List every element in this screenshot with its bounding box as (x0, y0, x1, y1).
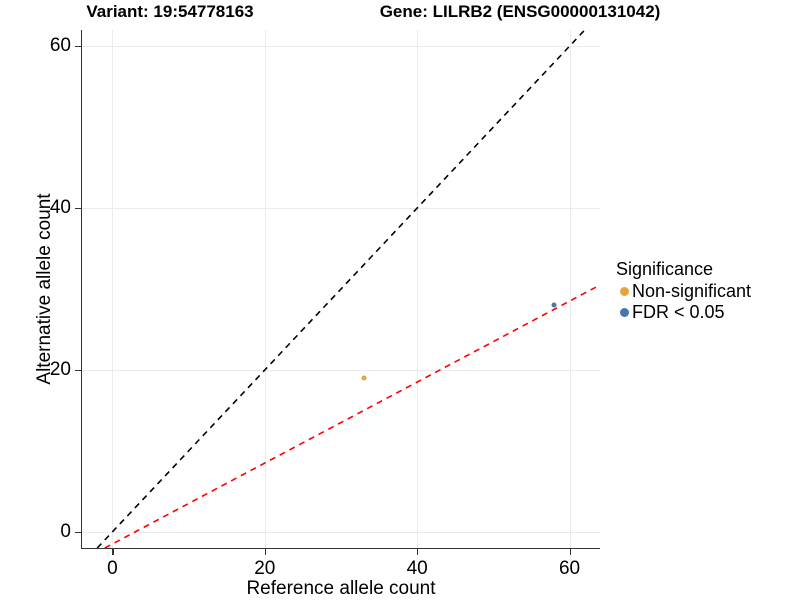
gridline-vertical (112, 30, 114, 548)
plot-panel (82, 29, 601, 549)
legend-title: Significance (616, 259, 714, 279)
legend-item-non-significant[interactable]: Non-significant (616, 281, 796, 302)
fitted-ratio-line (104, 284, 601, 549)
gridline-horizontal (82, 531, 600, 533)
gridline-horizontal (82, 46, 600, 48)
legend-item-label: Non-significant (632, 281, 752, 301)
y-tick-label: 60 (49, 35, 71, 57)
x-axis-label: Reference allele count (246, 578, 436, 599)
x-tick-label: 0 (107, 558, 118, 579)
gene-title: Gene: LILRB2 (ENSG00000131042) (379, 2, 661, 21)
x-tick-mark (569, 549, 571, 555)
y-tick-label: 0 (60, 520, 71, 542)
legend-dot-icon (616, 302, 632, 323)
y-tick-mark (75, 531, 81, 533)
gridline-horizontal (82, 369, 600, 371)
variant-title: Variant: 19:54778163 (86, 2, 254, 21)
gridline-vertical (569, 30, 571, 548)
gridline-vertical (417, 30, 419, 548)
plot-title-row: Variant: 19:54778163 Gene: LILRB2 (ENSG0… (0, 2, 660, 26)
data-point[interactable] (361, 375, 367, 381)
legend-dot-icon (616, 281, 632, 302)
identity-line (96, 29, 586, 549)
x-tick-mark (264, 549, 266, 555)
legend-items: Non-significant FDR < 0.05 (616, 281, 796, 323)
y-tick-label: 20 (49, 358, 71, 380)
x-tick-mark (112, 549, 114, 555)
legend-item-label: FDR < 0.05 (632, 302, 725, 322)
x-axis-line (81, 548, 600, 550)
y-tick-mark (75, 46, 81, 48)
x-tick-label: 40 (406, 558, 428, 579)
y-tick-mark (75, 208, 81, 210)
legend: Significance Non-significant FDR < 0.05 (616, 258, 796, 323)
x-tick-label: 20 (254, 558, 276, 579)
legend-item-fdr-significant[interactable]: FDR < 0.05 (616, 302, 796, 323)
gridline-vertical (264, 30, 266, 548)
reference-lines (96, 29, 601, 549)
data-point[interactable] (551, 302, 557, 308)
y-tick-label: 40 (49, 197, 71, 219)
x-tick-label: 60 (558, 558, 581, 579)
y-tick-mark (75, 369, 81, 372)
gridline-horizontal (82, 208, 600, 210)
y-axis-line (81, 30, 83, 549)
y-axis-label: Alternative allele count (34, 193, 55, 385)
x-tick-mark (417, 549, 419, 555)
